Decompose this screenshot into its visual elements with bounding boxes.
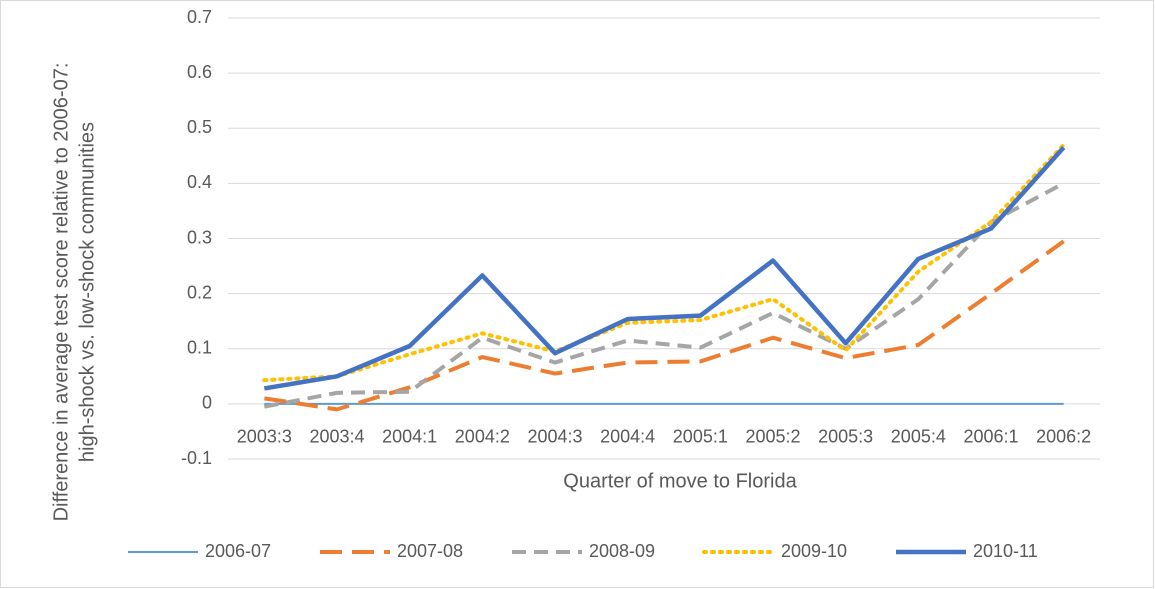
- y-tick-label: 0.5: [187, 117, 212, 137]
- legend-label: 2006-07: [205, 541, 271, 561]
- y-tick-label: -0.1: [181, 448, 212, 468]
- line-series: [262, 142, 1066, 383]
- y-tick-label: 0.7: [187, 7, 212, 27]
- legend-label: 2009-10: [781, 541, 847, 561]
- x-tick-label: 2005:4: [891, 427, 946, 447]
- x-tick-label: 2005:1: [673, 427, 728, 447]
- x-tick-label: 2003:3: [237, 427, 292, 447]
- x-tick-label: 2004:2: [455, 427, 510, 447]
- line-series: [263, 146, 1066, 391]
- y-tick-label: 0.6: [187, 62, 212, 82]
- x-tick-label: 2003:4: [309, 427, 364, 447]
- x-tick-label: 2006:2: [1036, 427, 1091, 447]
- x-tick-label: 2006:1: [963, 427, 1018, 447]
- x-tick-label: 2005:2: [745, 427, 800, 447]
- y-axis-label: high-shock vs. low-shock communities: [76, 122, 98, 462]
- x-tick-label: 2004:1: [382, 427, 437, 447]
- line-series: [263, 181, 1065, 409]
- x-tick-label: 2004:4: [600, 427, 655, 447]
- y-tick-label: 0: [202, 393, 212, 413]
- x-axis-label: Quarter of move to Florida: [563, 470, 797, 492]
- y-tick-label: 0.4: [187, 172, 212, 192]
- x-tick-label: 2005:3: [818, 427, 873, 447]
- y-tick-label: 0.1: [187, 338, 212, 358]
- y-tick-label: 0.2: [187, 282, 212, 302]
- y-tick-label: 0.3: [187, 227, 212, 247]
- legend-label: 2010-11: [973, 541, 1038, 561]
- x-tick-label: 2004:3: [527, 427, 582, 447]
- legend-label: 2008-09: [589, 541, 655, 561]
- y-axis-label: Difference in average test score relativ…: [50, 63, 72, 522]
- legend-label: 2007-08: [397, 541, 463, 561]
